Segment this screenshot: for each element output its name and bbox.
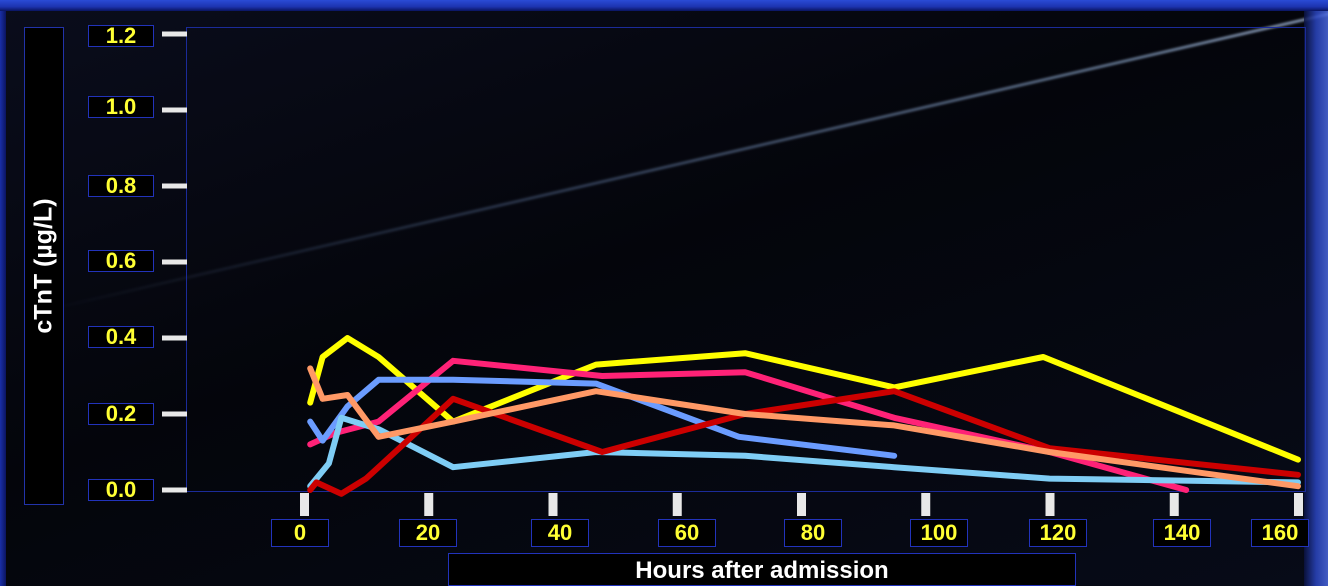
x-tick-mark <box>424 493 434 516</box>
x-tick-label: 80 <box>784 519 842 547</box>
y-tick-mark <box>162 335 187 341</box>
x-tick-mark <box>548 493 558 516</box>
x-tick-mark <box>672 493 682 516</box>
x-tick-label: 0 <box>271 519 329 547</box>
y-tick-label: 0.2 <box>88 403 154 425</box>
y-tick-mark <box>162 259 187 265</box>
x-tick-label: 140 <box>1153 519 1211 547</box>
x-tick-mark <box>1169 493 1179 516</box>
y-tick-mark <box>162 31 187 37</box>
x-tick-mark <box>1294 493 1303 516</box>
y-tick-mark <box>162 107 187 113</box>
y-tick-label: 1.2 <box>88 25 154 47</box>
top-bar <box>0 0 1328 11</box>
y-tick-label: 0.8 <box>88 175 154 197</box>
right-border <box>1304 11 1328 586</box>
y-tick-mark <box>162 411 187 417</box>
x-tick-label: 100 <box>910 519 968 547</box>
x-tick-label: 160 <box>1251 519 1309 547</box>
x-tick-label: 60 <box>658 519 716 547</box>
x-tick-mark <box>1045 493 1055 516</box>
x-tick-label: 120 <box>1029 519 1087 547</box>
y-tick-label: 0.6 <box>88 250 154 272</box>
y-axis-label-box <box>24 27 64 505</box>
series-line-6 <box>307 365 1301 490</box>
y-tick-mark <box>162 487 187 493</box>
x-tick-mark <box>300 493 309 516</box>
y-tick-label: 0.4 <box>88 326 154 348</box>
series-line-3 <box>307 376 898 459</box>
x-axis-label: Hours after admission <box>448 553 1076 586</box>
x-tick-label: 40 <box>531 519 589 547</box>
axis-ticks <box>162 31 1303 516</box>
series-lines <box>307 335 1301 497</box>
x-tick-mark <box>921 493 931 516</box>
y-tick-mark <box>162 183 187 189</box>
series-line-5 <box>307 388 1301 497</box>
y-tick-label: 0.0 <box>88 479 154 501</box>
x-tick-mark <box>797 493 806 516</box>
series-line-4 <box>307 414 1301 490</box>
x-tick-label: 20 <box>399 519 457 547</box>
left-border <box>0 11 6 586</box>
series-line-1 <box>307 335 1301 463</box>
y-tick-label: 1.0 <box>88 96 154 118</box>
